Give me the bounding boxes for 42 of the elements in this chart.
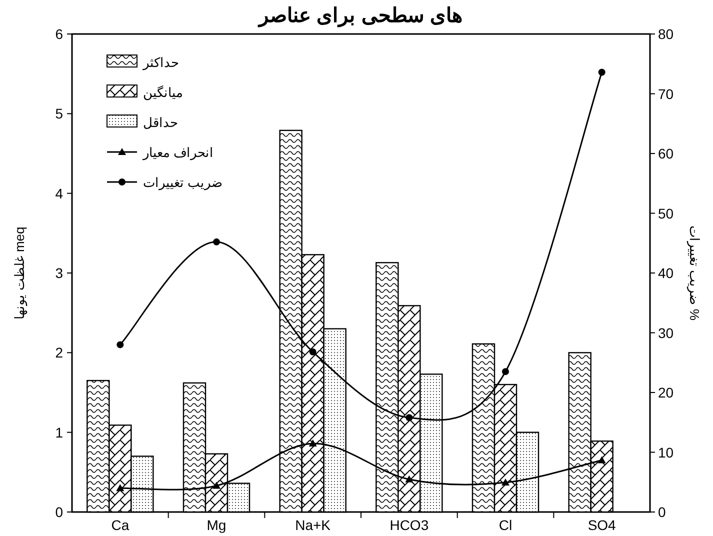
point [213, 238, 220, 246]
x-tick-label: Mg [206, 517, 226, 533]
y-tick-label: 2 [55, 344, 64, 361]
y-tick-label: 1 [55, 424, 64, 440]
point [308, 439, 317, 446]
point [598, 68, 606, 76]
y-tick-label: 6 [55, 26, 64, 42]
legend-label: میانگین [143, 85, 183, 101]
legend-label: انحراف معیار [142, 145, 214, 161]
legend-label: حداقل [143, 115, 178, 130]
chart-title: های سطحی برای عناصر [257, 5, 463, 28]
x-tick-label: Na+K [295, 517, 332, 533]
y2-tick-label: 70 [658, 86, 674, 102]
legend-label: حداکثر [142, 55, 179, 71]
point [405, 475, 414, 482]
y2-axis-title: ضریب تغییرات % [686, 226, 702, 321]
point [406, 414, 413, 422]
y2-tick-label: 80 [658, 26, 674, 42]
y-tick-label: 4 [55, 185, 64, 202]
y2-tick-label: 60 [658, 146, 674, 162]
y2-tick-label: 30 [658, 324, 674, 341]
y-tick-label: 5 [55, 106, 64, 122]
x-tick-label: Ca [111, 517, 130, 533]
legend-label: ضریب تغییرات [143, 175, 223, 191]
y-axis-title: غلظت یونها meq [12, 226, 28, 320]
point [309, 348, 316, 356]
y2-tick-label: 40 [658, 265, 674, 281]
point [212, 482, 220, 489]
y2-tick-label: 50 [658, 205, 674, 222]
point [502, 368, 509, 376]
point [598, 456, 606, 464]
y2-tick-label: 10 [658, 444, 674, 460]
point [502, 478, 510, 486]
y-tick-label: 0 [55, 504, 64, 520]
y-tick-label: 3 [55, 265, 64, 281]
x-tick-label: Cl [498, 517, 512, 533]
x-tick-label: SO4 [588, 517, 616, 533]
y2-tick-label: 0 [658, 504, 666, 520]
point [116, 341, 124, 348]
y2-tick-label: 20 [658, 384, 674, 400]
point [116, 484, 124, 492]
x-tick-label: HCO3 [390, 517, 429, 533]
